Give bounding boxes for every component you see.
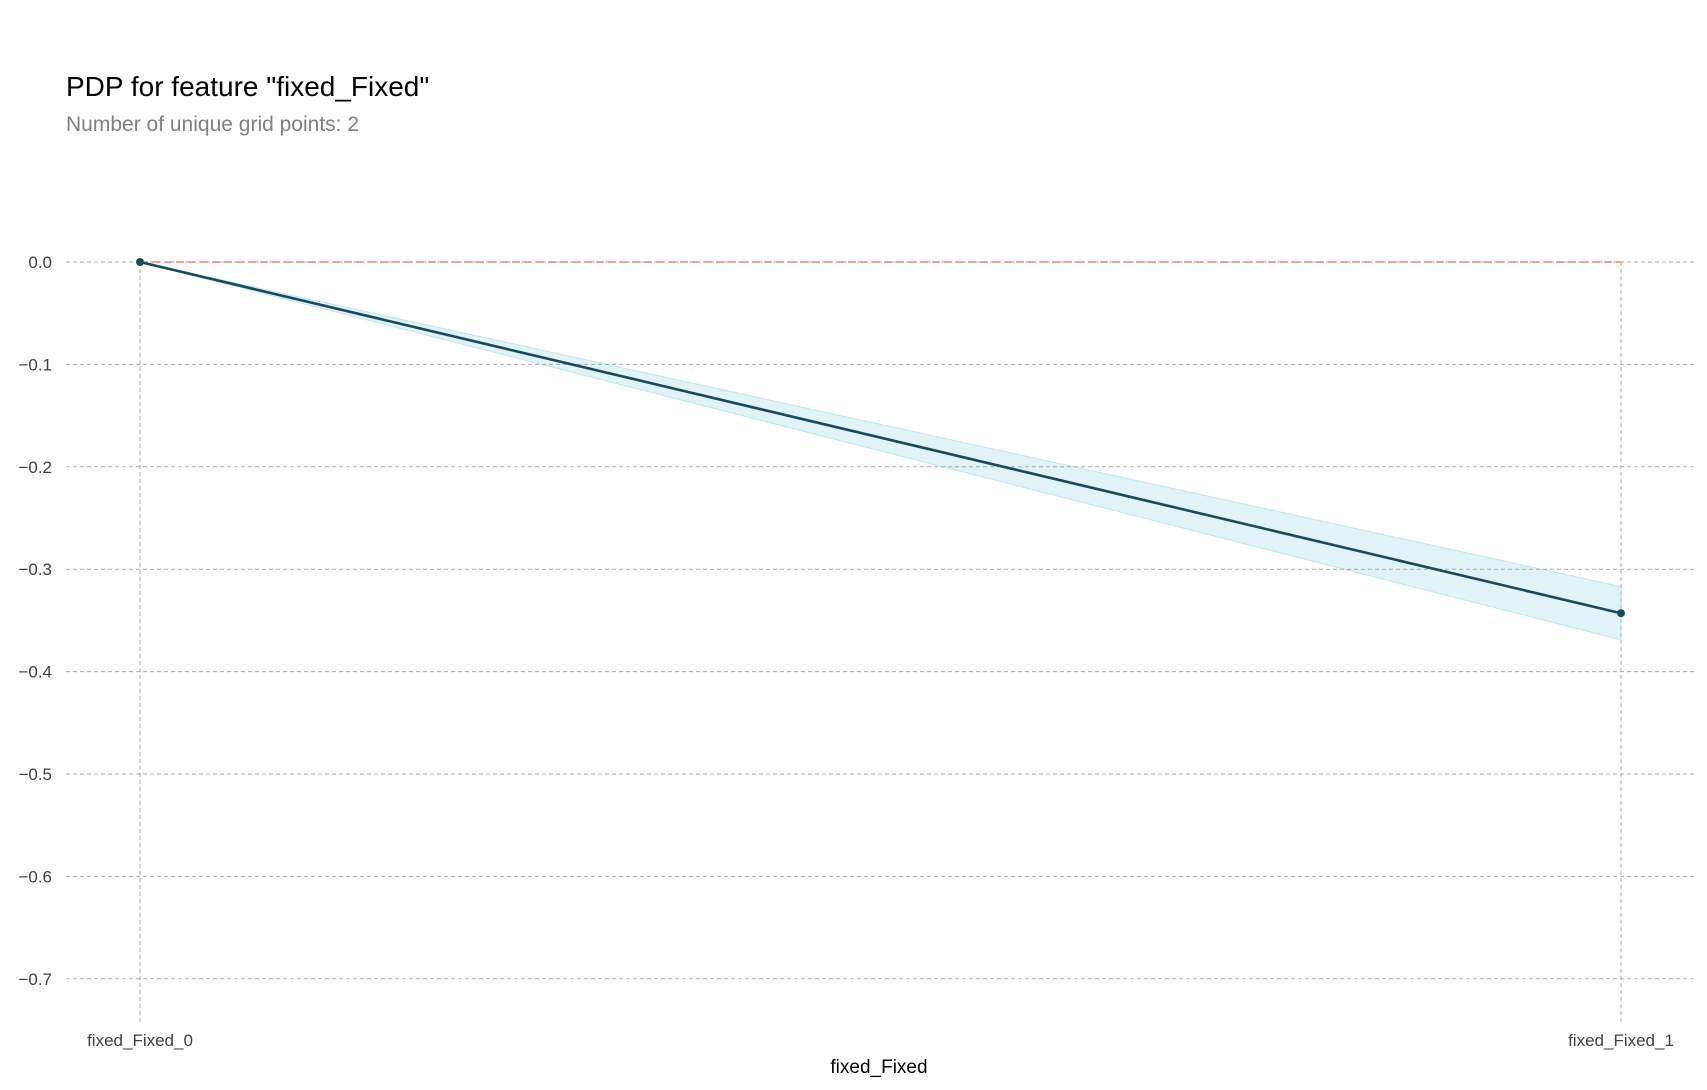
x-axis-label: fixed_Fixed xyxy=(830,1057,927,1078)
y-tick-label: 0.0 xyxy=(28,253,52,272)
y-tick-label: −0.1 xyxy=(18,355,52,374)
confidence-band xyxy=(139,261,1622,641)
confidence-band-layer xyxy=(139,261,1622,641)
pdp-point xyxy=(136,258,144,266)
x-tick-label: fixed_Fixed_0 xyxy=(87,1031,193,1050)
pdp-markers-layer xyxy=(136,258,1625,618)
y-tick-label: −0.6 xyxy=(18,867,52,886)
y-tick-label: −0.7 xyxy=(18,970,52,989)
y-tick-labels: 0.0 −0.1 −0.2 −0.3 −0.4 −0.5 −0.6 −0.7 xyxy=(18,253,52,989)
y-tick-label: −0.3 xyxy=(18,560,52,579)
y-tick-label: −0.5 xyxy=(18,765,52,784)
x-tick-labels: fixed_Fixed_0 fixed_Fixed_1 xyxy=(87,1031,1674,1050)
x-tick-label: fixed_Fixed_1 xyxy=(1568,1031,1674,1050)
chart-title: PDP for feature "fixed_Fixed" xyxy=(66,71,429,102)
pdp-line xyxy=(139,260,1622,615)
grid-layer xyxy=(66,261,1694,1025)
chart-subtitle: Number of unique grid points: 2 xyxy=(66,113,359,136)
pdp-point xyxy=(1617,609,1625,618)
y-tick-label: −0.4 xyxy=(18,663,52,682)
pdp-line-layer xyxy=(139,260,1622,615)
y-tick-label: −0.2 xyxy=(18,458,52,477)
